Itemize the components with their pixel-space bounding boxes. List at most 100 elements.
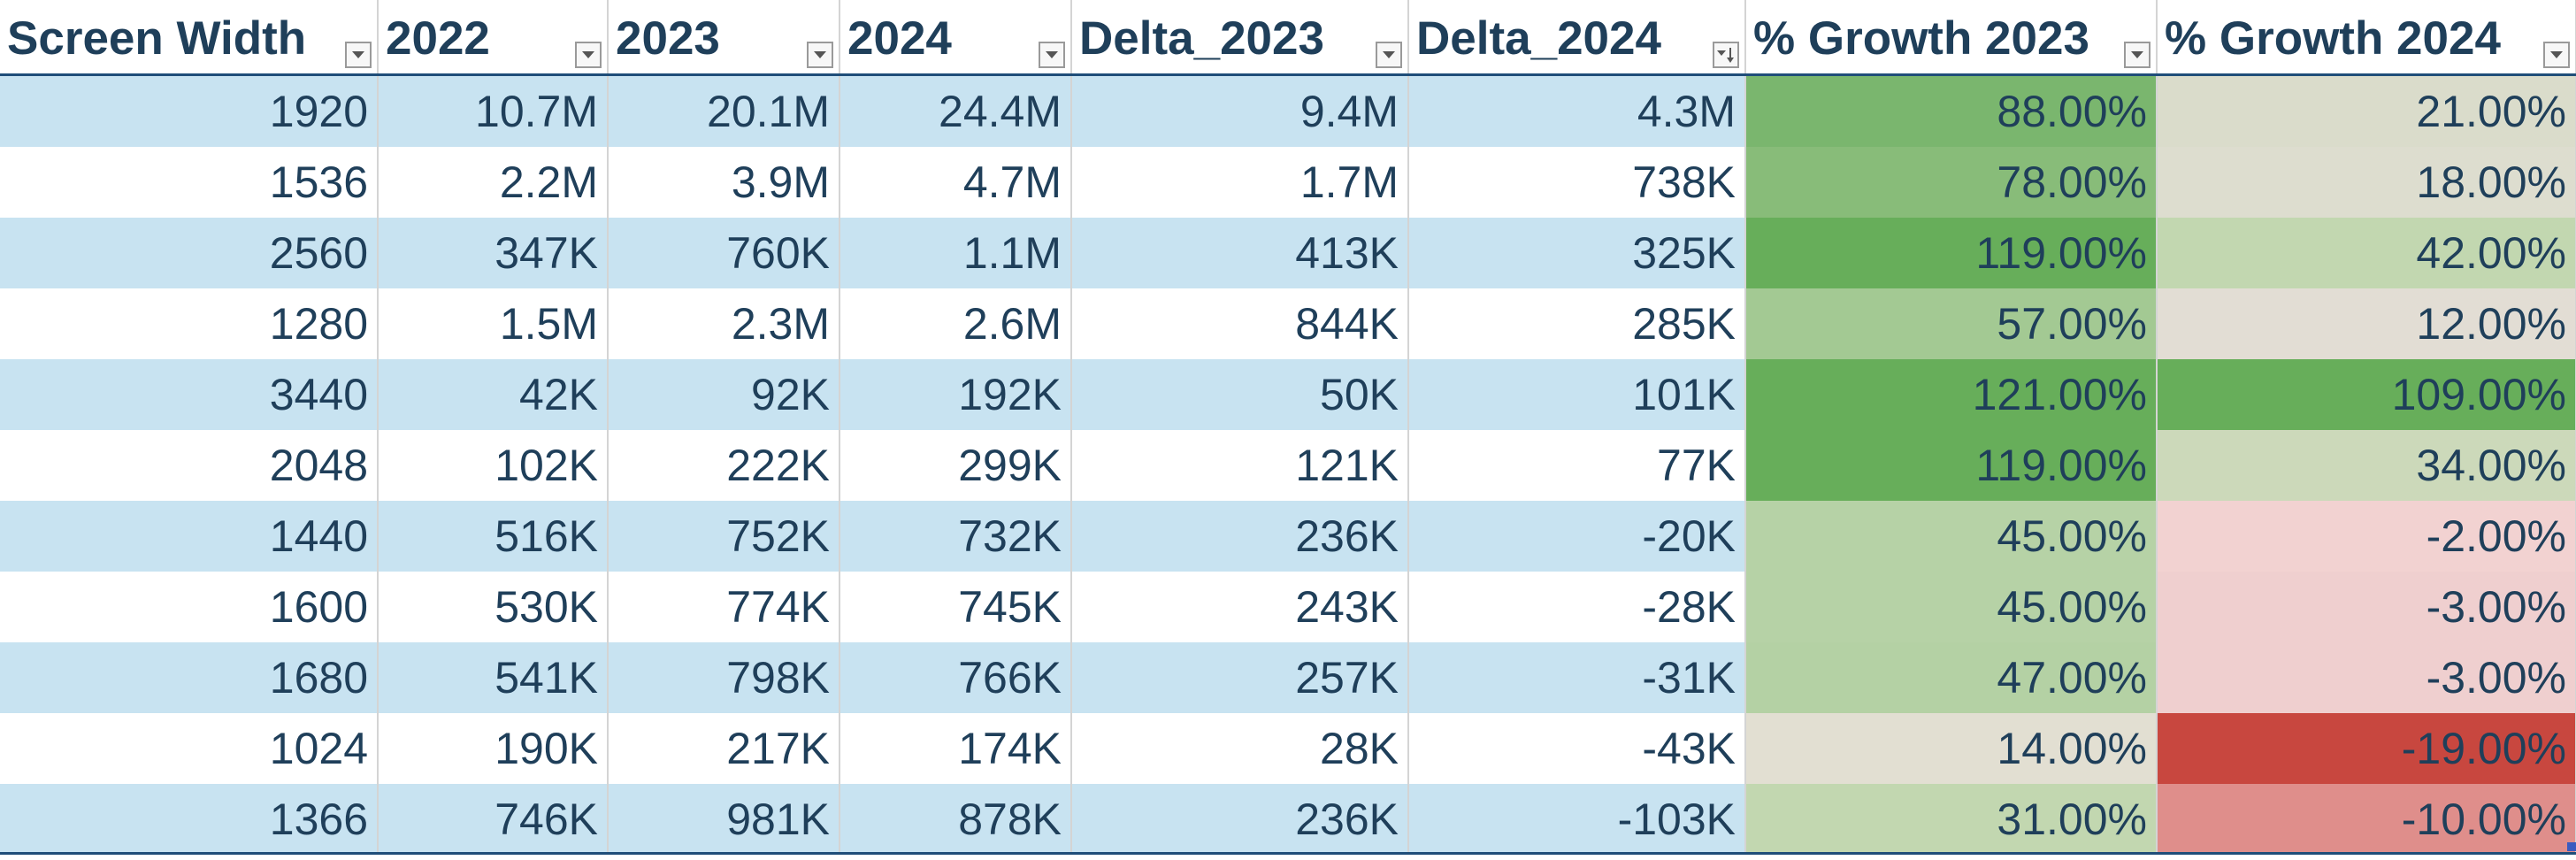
cell-2023[interactable]: 217K: [608, 713, 840, 784]
cell-2022[interactable]: 1.5M: [378, 288, 609, 359]
column-header-2022[interactable]: 2022: [378, 0, 609, 76]
cell-delta-2024[interactable]: -28K: [1408, 572, 1746, 642]
filter-dropdown-icon[interactable]: [807, 42, 833, 68]
cell-2022[interactable]: 2.2M: [378, 147, 609, 218]
cell-screen-width[interactable]: 1440: [0, 501, 379, 572]
column-header-screen-width[interactable]: Screen Width: [0, 0, 379, 76]
cell-delta-2024[interactable]: 325K: [1408, 218, 1746, 288]
cell-growth-2024[interactable]: -3.00%: [2157, 642, 2576, 713]
cell-2024[interactable]: 878K: [840, 784, 1072, 855]
cell-2023[interactable]: 92K: [608, 359, 840, 430]
cell-growth-2024[interactable]: 18.00%: [2157, 147, 2576, 218]
cell-screen-width[interactable]: 3440: [0, 359, 379, 430]
filter-dropdown-icon[interactable]: [2543, 42, 2570, 68]
cell-growth-2024[interactable]: 12.00%: [2157, 288, 2576, 359]
cell-2022[interactable]: 530K: [378, 572, 609, 642]
cell-growth-2023[interactable]: 45.00%: [1745, 501, 2158, 572]
cell-2022[interactable]: 42K: [378, 359, 609, 430]
cell-growth-2023[interactable]: 119.00%: [1745, 218, 2158, 288]
cell-growth-2023[interactable]: 14.00%: [1745, 713, 2158, 784]
cell-screen-width[interactable]: 1536: [0, 147, 379, 218]
cell-2023[interactable]: 3.9M: [608, 147, 840, 218]
cell-2024[interactable]: 299K: [840, 430, 1072, 501]
cell-delta-2023[interactable]: 28K: [1071, 713, 1409, 784]
cell-growth-2023[interactable]: 78.00%: [1745, 147, 2158, 218]
filter-dropdown-icon[interactable]: [2124, 42, 2150, 68]
cell-2024[interactable]: 766K: [840, 642, 1072, 713]
cell-2024[interactable]: 24.4M: [840, 74, 1072, 147]
cell-growth-2023[interactable]: 88.00%: [1745, 74, 2158, 147]
cell-screen-width[interactable]: 1366: [0, 784, 379, 855]
cell-delta-2023[interactable]: 413K: [1071, 218, 1409, 288]
cell-delta-2023[interactable]: 243K: [1071, 572, 1409, 642]
cell-growth-2023[interactable]: 31.00%: [1745, 784, 2158, 855]
cell-growth-2024[interactable]: -3.00%: [2157, 572, 2576, 642]
filter-dropdown-icon[interactable]: [1039, 42, 1065, 68]
column-header-growth-2024[interactable]: % Growth 2024: [2157, 0, 2576, 76]
cell-growth-2024[interactable]: 21.00%: [2157, 74, 2576, 147]
cell-screen-width[interactable]: 1680: [0, 642, 379, 713]
cell-growth-2024[interactable]: -19.00%: [2157, 713, 2576, 784]
column-header-delta-2023[interactable]: Delta_2023: [1071, 0, 1409, 76]
cell-delta-2024[interactable]: -103K: [1408, 784, 1746, 855]
cell-delta-2023[interactable]: 257K: [1071, 642, 1409, 713]
column-header-growth-2023[interactable]: % Growth 2023: [1745, 0, 2158, 76]
cell-2024[interactable]: 192K: [840, 359, 1072, 430]
cell-2023[interactable]: 752K: [608, 501, 840, 572]
cell-growth-2023[interactable]: 45.00%: [1745, 572, 2158, 642]
filter-dropdown-icon[interactable]: [575, 42, 602, 68]
cell-2024[interactable]: 2.6M: [840, 288, 1072, 359]
cell-2022[interactable]: 10.7M: [378, 74, 609, 147]
cell-2022[interactable]: 541K: [378, 642, 609, 713]
cell-growth-2024[interactable]: 109.00%: [2157, 359, 2576, 430]
cell-delta-2023[interactable]: 844K: [1071, 288, 1409, 359]
cell-delta-2023[interactable]: 236K: [1071, 784, 1409, 855]
cell-delta-2024[interactable]: 101K: [1408, 359, 1746, 430]
cell-screen-width[interactable]: 2560: [0, 218, 379, 288]
cell-2023[interactable]: 2.3M: [608, 288, 840, 359]
cell-screen-width[interactable]: 2048: [0, 430, 379, 501]
cell-delta-2024[interactable]: -43K: [1408, 713, 1746, 784]
cell-growth-2024[interactable]: 42.00%: [2157, 218, 2576, 288]
cell-growth-2023[interactable]: 119.00%: [1745, 430, 2158, 501]
cell-delta-2023[interactable]: 50K: [1071, 359, 1409, 430]
cell-2024[interactable]: 174K: [840, 713, 1072, 784]
cell-delta-2023[interactable]: 121K: [1071, 430, 1409, 501]
cell-growth-2024[interactable]: -2.00%: [2157, 501, 2576, 572]
cell-delta-2024[interactable]: 77K: [1408, 430, 1746, 501]
cell-growth-2023[interactable]: 57.00%: [1745, 288, 2158, 359]
cell-2022[interactable]: 347K: [378, 218, 609, 288]
cell-delta-2024[interactable]: -20K: [1408, 501, 1746, 572]
table-resize-handle-icon[interactable]: [2567, 842, 2576, 851]
cell-2023[interactable]: 981K: [608, 784, 840, 855]
cell-2023[interactable]: 760K: [608, 218, 840, 288]
cell-screen-width[interactable]: 1600: [0, 572, 379, 642]
cell-2023[interactable]: 20.1M: [608, 74, 840, 147]
cell-delta-2024[interactable]: 4.3M: [1408, 74, 1746, 147]
cell-2022[interactable]: 746K: [378, 784, 609, 855]
filter-dropdown-icon[interactable]: [345, 42, 372, 68]
column-header-delta-2024[interactable]: Delta_2024: [1408, 0, 1746, 76]
cell-2024[interactable]: 1.1M: [840, 218, 1072, 288]
column-header-2023[interactable]: 2023: [608, 0, 840, 76]
cell-growth-2023[interactable]: 121.00%: [1745, 359, 2158, 430]
filter-dropdown-icon[interactable]: [1376, 42, 1402, 68]
column-header-2024[interactable]: 2024: [840, 0, 1072, 76]
cell-2024[interactable]: 4.7M: [840, 147, 1072, 218]
cell-screen-width[interactable]: 1280: [0, 288, 379, 359]
cell-2023[interactable]: 798K: [608, 642, 840, 713]
cell-growth-2024[interactable]: -10.00%: [2157, 784, 2576, 855]
sort-descending-filter-icon[interactable]: [1713, 42, 1739, 68]
cell-screen-width[interactable]: 1024: [0, 713, 379, 784]
cell-growth-2023[interactable]: 47.00%: [1745, 642, 2158, 713]
cell-delta-2024[interactable]: 738K: [1408, 147, 1746, 218]
cell-2022[interactable]: 516K: [378, 501, 609, 572]
cell-2022[interactable]: 102K: [378, 430, 609, 501]
cell-screen-width[interactable]: 1920: [0, 74, 379, 147]
cell-growth-2024[interactable]: 34.00%: [2157, 430, 2576, 501]
cell-2022[interactable]: 190K: [378, 713, 609, 784]
cell-delta-2024[interactable]: -31K: [1408, 642, 1746, 713]
cell-delta-2023[interactable]: 236K: [1071, 501, 1409, 572]
cell-delta-2024[interactable]: 285K: [1408, 288, 1746, 359]
cell-delta-2023[interactable]: 1.7M: [1071, 147, 1409, 218]
